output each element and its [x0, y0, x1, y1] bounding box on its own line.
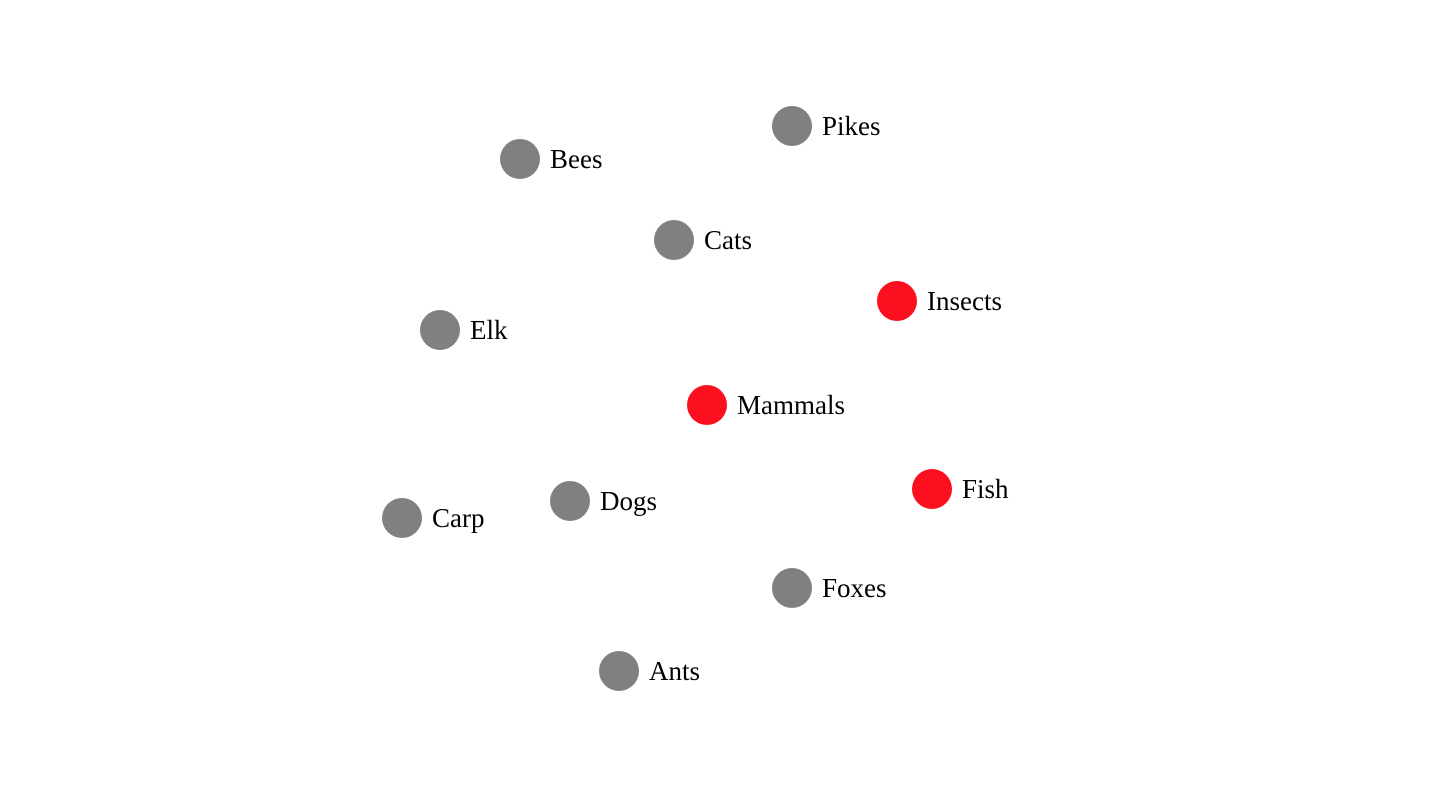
node-foxes[interactable]: Foxes	[772, 568, 887, 608]
node-insects[interactable]: Insects	[877, 281, 1002, 321]
node-dot[interactable]	[382, 498, 422, 538]
node-dot[interactable]	[550, 481, 590, 521]
node-label: Foxes	[822, 572, 887, 603]
node-dot[interactable]	[654, 220, 694, 260]
node-cats[interactable]: Cats	[654, 220, 752, 260]
node-label: Fish	[962, 473, 1009, 504]
node-label: Elk	[470, 314, 508, 345]
node-label: Carp	[432, 502, 485, 533]
node-dot[interactable]	[420, 310, 460, 350]
node-dot[interactable]	[500, 139, 540, 179]
node-dot[interactable]	[772, 568, 812, 608]
node-label: Insects	[927, 285, 1002, 316]
node-dot[interactable]	[772, 106, 812, 146]
node-label: Cats	[704, 224, 753, 255]
node-mammals[interactable]: Mammals	[687, 385, 845, 425]
node-label: Pikes	[822, 110, 881, 141]
node-label: Bees	[550, 143, 603, 174]
node-dogs[interactable]: Dogs	[550, 481, 657, 521]
node-dot[interactable]	[877, 281, 917, 321]
node-pikes[interactable]: Pikes	[772, 106, 881, 146]
node-fish[interactable]: Fish	[912, 469, 1009, 509]
node-elk[interactable]: Elk	[420, 310, 508, 350]
node-dot[interactable]	[912, 469, 952, 509]
node-carp[interactable]: Carp	[382, 498, 484, 538]
node-dot[interactable]	[687, 385, 727, 425]
node-ants[interactable]: Ants	[599, 651, 700, 691]
node-bees[interactable]: Bees	[500, 139, 602, 179]
node-label: Dogs	[600, 485, 658, 516]
node-dot[interactable]	[599, 651, 639, 691]
node-label: Ants	[649, 655, 701, 686]
node-label: Mammals	[737, 389, 845, 420]
